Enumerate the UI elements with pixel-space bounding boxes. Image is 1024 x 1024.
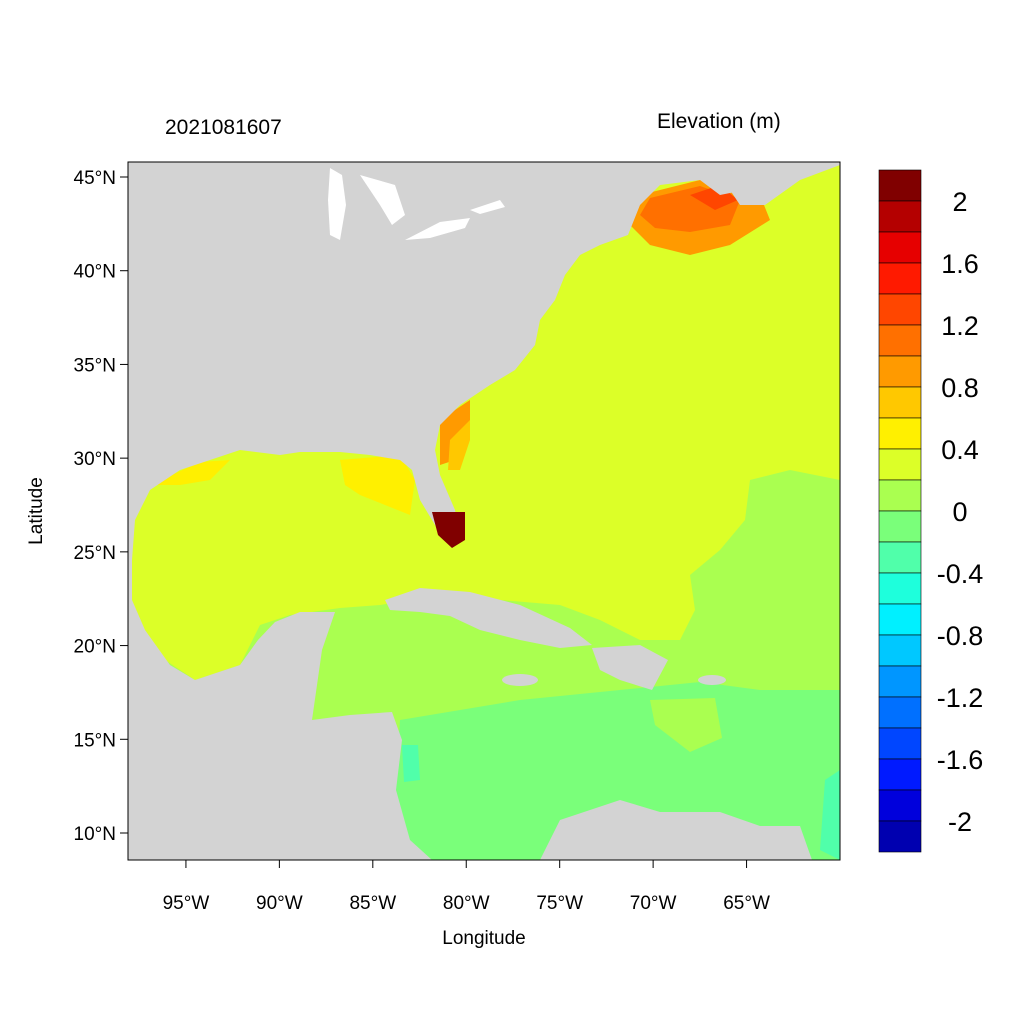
x-tick-label: 95°W — [163, 893, 210, 914]
colorbar-label: 1.6 — [941, 249, 979, 279]
land-cuba — [385, 588, 592, 648]
x-tick-label: 80°W — [443, 893, 490, 914]
colorbar-label: -1.6 — [937, 745, 984, 775]
x-tick-label: 90°W — [256, 893, 303, 914]
colorbar-bin — [878, 541, 922, 574]
colorbar-bin — [878, 200, 922, 233]
colorbar-label: 0.8 — [941, 373, 979, 403]
colorbar-bin — [878, 727, 922, 760]
colorbar-bin — [878, 262, 922, 295]
land-hispaniola — [592, 645, 668, 690]
y-tick-label: 20°N — [74, 637, 116, 658]
lake-michigan — [328, 168, 346, 240]
colorbar-bin — [878, 603, 922, 636]
x-axis-ticks: 95°W 90°W 85°W 80°W 75°W 70°W 65°W — [163, 860, 770, 914]
y-tick-label: 15°N — [74, 730, 116, 751]
caribbean-east-patch — [650, 698, 722, 752]
y-tick-label: 30°N — [74, 449, 116, 470]
colorbar-bin — [878, 758, 922, 791]
colorbar-label: -2 — [948, 807, 972, 837]
land-puerto-rico — [698, 675, 726, 685]
nicaragua-coast-cyan — [402, 745, 420, 782]
colorbar-bin — [878, 448, 922, 481]
colorbar-label: 2 — [952, 187, 967, 217]
gulf-coast-yellow — [340, 455, 415, 515]
colorbar-bin — [878, 386, 922, 419]
colorbar-label: 1.2 — [941, 311, 979, 341]
map-area — [128, 162, 840, 860]
colorbar-label: -0.8 — [937, 621, 984, 651]
colorbar-bin — [878, 231, 922, 264]
x-tick-label: 65°W — [723, 893, 770, 914]
colorbar-bin — [878, 572, 922, 605]
y-tick-label: 10°N — [74, 824, 116, 845]
colorbar-bin — [878, 665, 922, 698]
y-tick-label: 25°N — [74, 543, 116, 564]
colorbar-label: -1.2 — [937, 683, 984, 713]
georgia-yellow — [448, 420, 470, 470]
x-tick-label: 85°W — [349, 893, 396, 914]
colorbar-bin — [878, 820, 922, 853]
x-tick-label: 70°W — [630, 893, 677, 914]
colorbar-bin — [878, 634, 922, 667]
land-nova-scotia — [720, 162, 840, 205]
colorbar-bin — [878, 293, 922, 326]
colorbar-bin — [878, 510, 922, 543]
y-axis-label: Latitude — [26, 477, 47, 545]
texas-yellow — [150, 460, 230, 485]
y-tick-label: 35°N — [74, 355, 116, 376]
colorbar-bin — [878, 324, 922, 357]
florida-red — [432, 512, 465, 548]
map-frame — [127, 161, 841, 861]
y-axis-ticks: 45°N 40°N 35°N 30°N 25°N 20°N 15°N 10°N — [74, 168, 128, 845]
lake-ontario — [470, 200, 505, 214]
colorbar-label: 0 — [952, 497, 967, 527]
y-tick-label: 40°N — [74, 262, 116, 283]
colorbar-bin — [878, 789, 922, 822]
lake-erie — [405, 218, 470, 240]
x-axis-label: Longitude — [442, 928, 525, 949]
land-jamaica — [502, 674, 538, 686]
land-north-america — [128, 162, 800, 860]
colorbar-bin — [878, 479, 922, 512]
x-tick-label: 75°W — [536, 893, 583, 914]
date-title: 2021081607 — [165, 116, 282, 139]
y-tick-label: 45°N — [74, 168, 116, 189]
colorbar-bin — [878, 355, 922, 388]
colorbar: 2 1.6 1.2 0.8 0.4 0 -0.4 -0.8 -1.2 -1.6 -2 — [878, 169, 984, 853]
colorbar-label: 0.4 — [941, 435, 979, 465]
colorbar-bin — [878, 417, 922, 450]
variable-title: Elevation (m) — [657, 110, 781, 133]
lake-huron — [360, 175, 405, 225]
land-south-america — [540, 800, 812, 860]
colorbar-bin — [878, 696, 922, 729]
antilles-cyan — [820, 770, 840, 860]
colorbar-bin — [878, 169, 922, 202]
colorbar-label: -0.4 — [937, 559, 984, 589]
